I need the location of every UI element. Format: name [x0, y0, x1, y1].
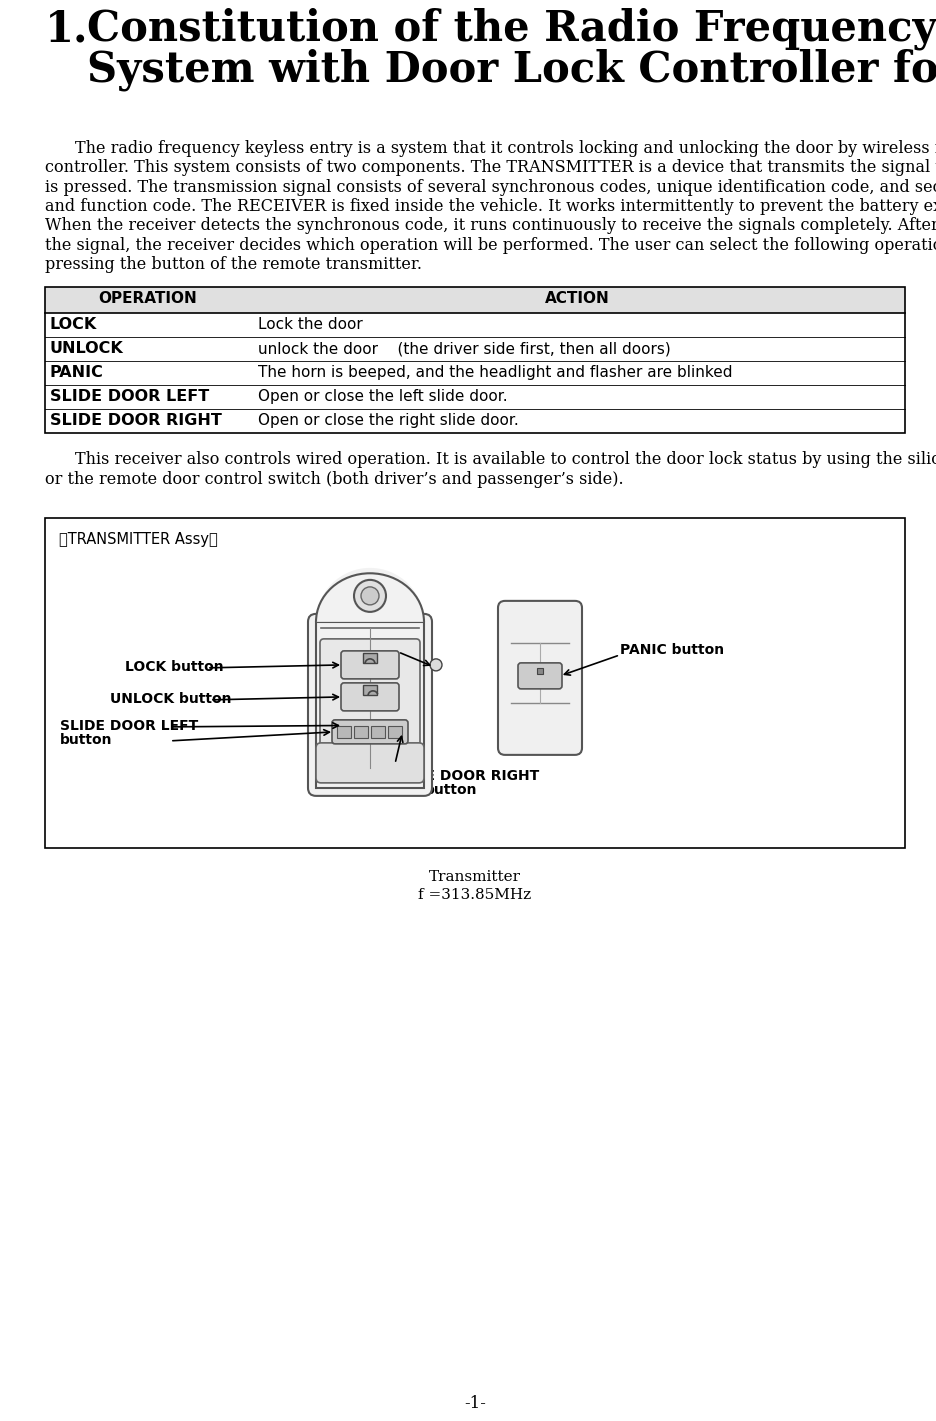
Text: UNLOCK button: UNLOCK button [110, 692, 231, 706]
Text: button: button [425, 783, 477, 797]
Bar [362, 685, 376, 695]
Bar [45, 287, 904, 433]
Text: is pressed. The transmission signal consists of several synchronous codes, uniqu: is pressed. The transmission signal cons… [45, 179, 936, 196]
Text: pressing the button of the remote transmitter.: pressing the button of the remote transm… [45, 256, 421, 273]
Text: Open or close the left slide door.: Open or close the left slide door. [257, 389, 507, 404]
Bar [45, 517, 904, 848]
Text: and function code. The RECEIVER is fixed inside the vehicle. It works intermitte: and function code. The RECEIVER is fixed… [45, 198, 936, 215]
FancyBboxPatch shape [341, 684, 399, 710]
Text: f =313.85MHz: f =313.85MHz [418, 888, 531, 902]
Bar [45, 287, 904, 313]
Text: System with Door Lock Controller for vehicle: System with Door Lock Controller for veh… [87, 48, 936, 91]
Text: OPERATION: OPERATION [98, 291, 197, 307]
Text: PANIC button: PANIC button [620, 642, 724, 657]
Ellipse shape [360, 587, 378, 605]
Circle shape [430, 659, 442, 671]
Text: LOCK: LOCK [50, 317, 97, 333]
Text: LOCK button: LOCK button [124, 659, 224, 674]
Wedge shape [315, 568, 424, 622]
Text: PANIC: PANIC [50, 365, 104, 381]
Text: or the remote door control switch (both driver’s and passenger’s side).: or the remote door control switch (both … [45, 470, 623, 487]
Text: SLIDE DOOR LEFT: SLIDE DOOR LEFT [50, 389, 209, 404]
Text: ACTION: ACTION [545, 291, 609, 307]
Text: When the receiver detects the synchronous code, it runs continuously to receive : When the receiver detects the synchronou… [45, 217, 936, 234]
Text: UNLOCK: UNLOCK [50, 341, 124, 357]
Text: Lock the door: Lock the door [257, 317, 362, 333]
FancyBboxPatch shape [331, 720, 407, 743]
Text: The horn is beeped, and the headlight and flasher are blinked: The horn is beeped, and the headlight an… [257, 365, 732, 381]
Text: Open or close the right slide door.: Open or close the right slide door. [257, 414, 519, 428]
Bar [337, 726, 351, 737]
Text: SLIDE DOOR LEFT: SLIDE DOOR LEFT [60, 719, 198, 733]
Text: 【TRANSMITTER Assy】: 【TRANSMITTER Assy】 [59, 531, 217, 547]
Text: button: button [60, 733, 112, 747]
Text: unlock the door    (the driver side first, then all doors): unlock the door (the driver side first, … [257, 341, 670, 357]
Bar [354, 726, 368, 737]
FancyBboxPatch shape [497, 601, 581, 755]
Text: SLIDE DOOR RIGHT: SLIDE DOOR RIGHT [389, 769, 539, 783]
Bar [362, 652, 376, 662]
Text: Constitution of the Radio Frequency Keyless Entry: Constitution of the Radio Frequency Keyl… [87, 9, 936, 51]
Bar [315, 622, 424, 787]
Text: the signal, the receiver decides which operation will be performed. The user can: the signal, the receiver decides which o… [45, 237, 936, 253]
Text: The radio frequency keyless entry is a system that it controls locking and unloc: The radio frequency keyless entry is a s… [75, 141, 936, 156]
FancyBboxPatch shape [341, 651, 399, 679]
FancyBboxPatch shape [308, 614, 431, 796]
FancyBboxPatch shape [518, 662, 562, 689]
Text: -1-: -1- [463, 1395, 486, 1412]
Bar [388, 726, 402, 737]
Text: Transmitter: Transmitter [429, 870, 520, 884]
Text: 1.: 1. [45, 9, 88, 50]
Text: This receiver also controls wired operation. It is available to control the door: This receiver also controls wired operat… [75, 452, 936, 469]
Ellipse shape [354, 580, 386, 612]
Bar [371, 726, 385, 737]
FancyBboxPatch shape [315, 743, 424, 783]
Bar [536, 668, 543, 674]
Text: LED: LED [389, 639, 419, 654]
Text: SLIDE DOOR RIGHT: SLIDE DOOR RIGHT [50, 414, 222, 428]
Text: controller. This system consists of two components. The TRANSMITTER is a device : controller. This system consists of two … [45, 159, 936, 176]
FancyBboxPatch shape [320, 639, 419, 757]
